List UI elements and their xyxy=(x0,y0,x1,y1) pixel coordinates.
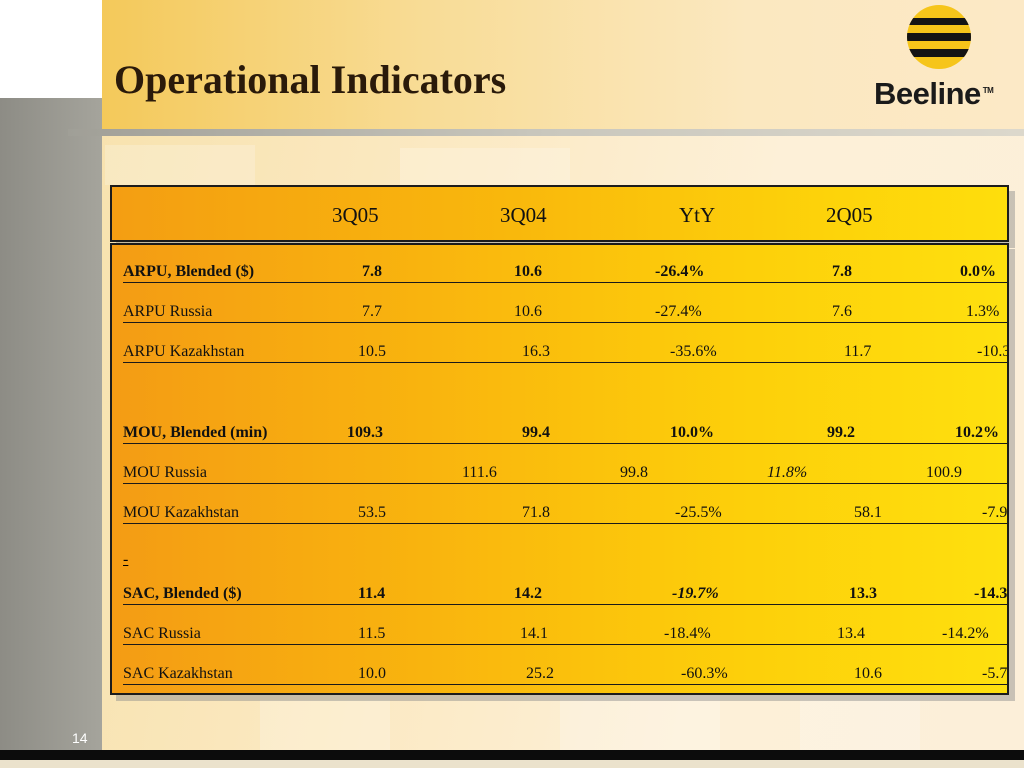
cell-3q05: 7.7 xyxy=(362,303,382,320)
cell-3q05: 7.8 xyxy=(362,263,382,280)
row-label: ARPU Kazakhstan xyxy=(123,343,245,360)
cell-yty: 10.0% xyxy=(670,424,714,441)
row-label: ARPU, Blended ($) xyxy=(123,263,255,280)
table-row: ARPU Russia 7.7 10.6 -27.4% 7.6 1.3% xyxy=(112,302,1007,324)
cell-yty: -18.4% xyxy=(664,625,711,642)
row-underline xyxy=(123,483,1007,484)
cell-3q04: 99.8 xyxy=(620,464,648,481)
row-underline xyxy=(123,322,1007,323)
table-row: ARPU Kazakhstan 10.5 16.3 -35.6% 11.7 -1… xyxy=(112,342,1007,364)
cell-qoq: -14.2% xyxy=(942,625,989,642)
table-row: MOU, Blended (min) 109.3 99.4 10.0% 99.2… xyxy=(112,423,1007,445)
footer-bar xyxy=(0,750,1024,760)
cell-qoq: -7.9% xyxy=(982,504,1008,521)
row-label: SAC, Blended ($) xyxy=(123,585,242,602)
cell-qoq: -10.3% xyxy=(977,343,1007,360)
row-label: MOU Kazakhstan xyxy=(123,504,239,521)
cell-3q05: 109.3 xyxy=(347,424,383,441)
row-underline xyxy=(123,523,1007,524)
separator-dash: - xyxy=(123,551,129,568)
cell-yty: 11.8% xyxy=(767,464,808,481)
table-row: SAC Russia 11.5 14.1 -18.4% 13.4 -14.2% xyxy=(112,624,1007,646)
column-header: 2Q05 xyxy=(826,203,873,227)
cell-2q05: 99.2 xyxy=(827,424,855,441)
row-underline xyxy=(123,684,1007,685)
background-decoration xyxy=(400,148,570,186)
background-decoration xyxy=(560,695,720,750)
cell-qoq: 10.2% xyxy=(955,424,999,441)
background-decoration xyxy=(800,700,920,750)
row-underline xyxy=(123,282,1007,283)
cell-3q04: 71.8 xyxy=(522,504,550,521)
left-sidebar-band xyxy=(0,98,102,750)
cell-3q05: 53.5 xyxy=(358,504,386,521)
table-header: 3Q05 3Q04 YtY 2Q05 xyxy=(110,185,1009,242)
row-label: MOU Russia xyxy=(123,464,208,481)
cell-3q05: 10.5 xyxy=(358,343,386,360)
beeline-logo: Beeline TM xyxy=(874,4,1014,114)
page-number: 14 xyxy=(72,730,88,746)
cell-2q05: 58.1 xyxy=(854,504,882,521)
cell-2q05: 13.3 xyxy=(849,585,877,602)
cell-3q04: 25.2 xyxy=(526,665,554,682)
cell-3q04: 10.6 xyxy=(514,303,542,320)
column-header: YtY xyxy=(679,203,716,227)
table-row: ARPU, Blended ($) 7.8 10.6 -26.4% 7.8 0.… xyxy=(112,262,1007,284)
title-divider xyxy=(68,129,1024,136)
beeline-ball-icon xyxy=(907,5,971,69)
cell-2q05: 13.4 xyxy=(837,625,865,642)
cell-2q05: 100.9 xyxy=(926,464,962,481)
cell-3q04: 99.4 xyxy=(522,424,550,441)
cell-3q04: 14.1 xyxy=(520,625,548,642)
page-title: Operational Indicators xyxy=(114,57,507,102)
background-decoration xyxy=(260,700,390,750)
row-underline xyxy=(123,644,1007,645)
cell-3q04: 16.3 xyxy=(522,343,550,360)
row-label: SAC Russia xyxy=(123,625,201,642)
cell-yty: -27.4% xyxy=(655,303,702,320)
cell-qoq: 0.0% xyxy=(960,263,996,280)
cell-3q04: 10.6 xyxy=(514,263,542,280)
cell-qoq: -14.3% xyxy=(974,585,1008,602)
table-row: MOU Russia 111.6 99.8 11.8% 100.9 xyxy=(112,463,1007,485)
cell-2q05: 11.7 xyxy=(844,343,872,360)
cell-qoq: 1.3% xyxy=(966,303,1000,320)
cell-yty: -19.7% xyxy=(672,585,719,602)
row-label: MOU, Blended (min) xyxy=(123,424,268,441)
row-underline xyxy=(123,604,1007,605)
row-label: ARPU Russia xyxy=(123,303,213,320)
table-row: SAC, Blended ($) 11.4 14.2 -19.7% 13.3 -… xyxy=(112,584,1008,606)
cell-3q05: 11.4 xyxy=(358,585,386,602)
cell-yty: -35.6% xyxy=(670,343,717,360)
cell-3q05: 11.5 xyxy=(358,625,386,642)
cell-3q05: 10.0 xyxy=(358,665,386,682)
row-underline xyxy=(123,443,1007,444)
background-decoration xyxy=(105,145,255,185)
cell-3q05: 111.6 xyxy=(462,464,497,481)
table-row: MOU Kazakhstan 53.5 71.8 -25.5% 58.1 -7.… xyxy=(112,503,1008,525)
corner-panel xyxy=(0,0,102,98)
cell-yty: -26.4% xyxy=(655,263,705,280)
row-underline xyxy=(123,362,1007,363)
logo-wordmark: Beeline TM xyxy=(874,76,994,111)
cell-2q05: 7.6 xyxy=(832,303,852,320)
cell-yty: -25.5% xyxy=(675,504,722,521)
cell-3q04: 14.2 xyxy=(514,585,542,602)
column-header: 3Q04 xyxy=(500,203,547,227)
column-header: 3Q05 xyxy=(332,203,379,227)
title-band xyxy=(102,0,1024,130)
cell-yty: -60.3% xyxy=(681,665,728,682)
cell-qoq: -5.7% xyxy=(982,665,1008,682)
cell-2q05: 10.6 xyxy=(854,665,882,682)
cell-2q05: 7.8 xyxy=(832,263,852,280)
table-row: SAC Kazakhstan 10.0 25.2 -60.3% 10.6 -5.… xyxy=(112,664,1008,686)
data-table: ARPU, Blended ($) 7.8 10.6 -26.4% 7.8 0.… xyxy=(110,243,1009,695)
row-label: SAC Kazakhstan xyxy=(123,665,233,682)
footer-strip xyxy=(0,760,1024,768)
